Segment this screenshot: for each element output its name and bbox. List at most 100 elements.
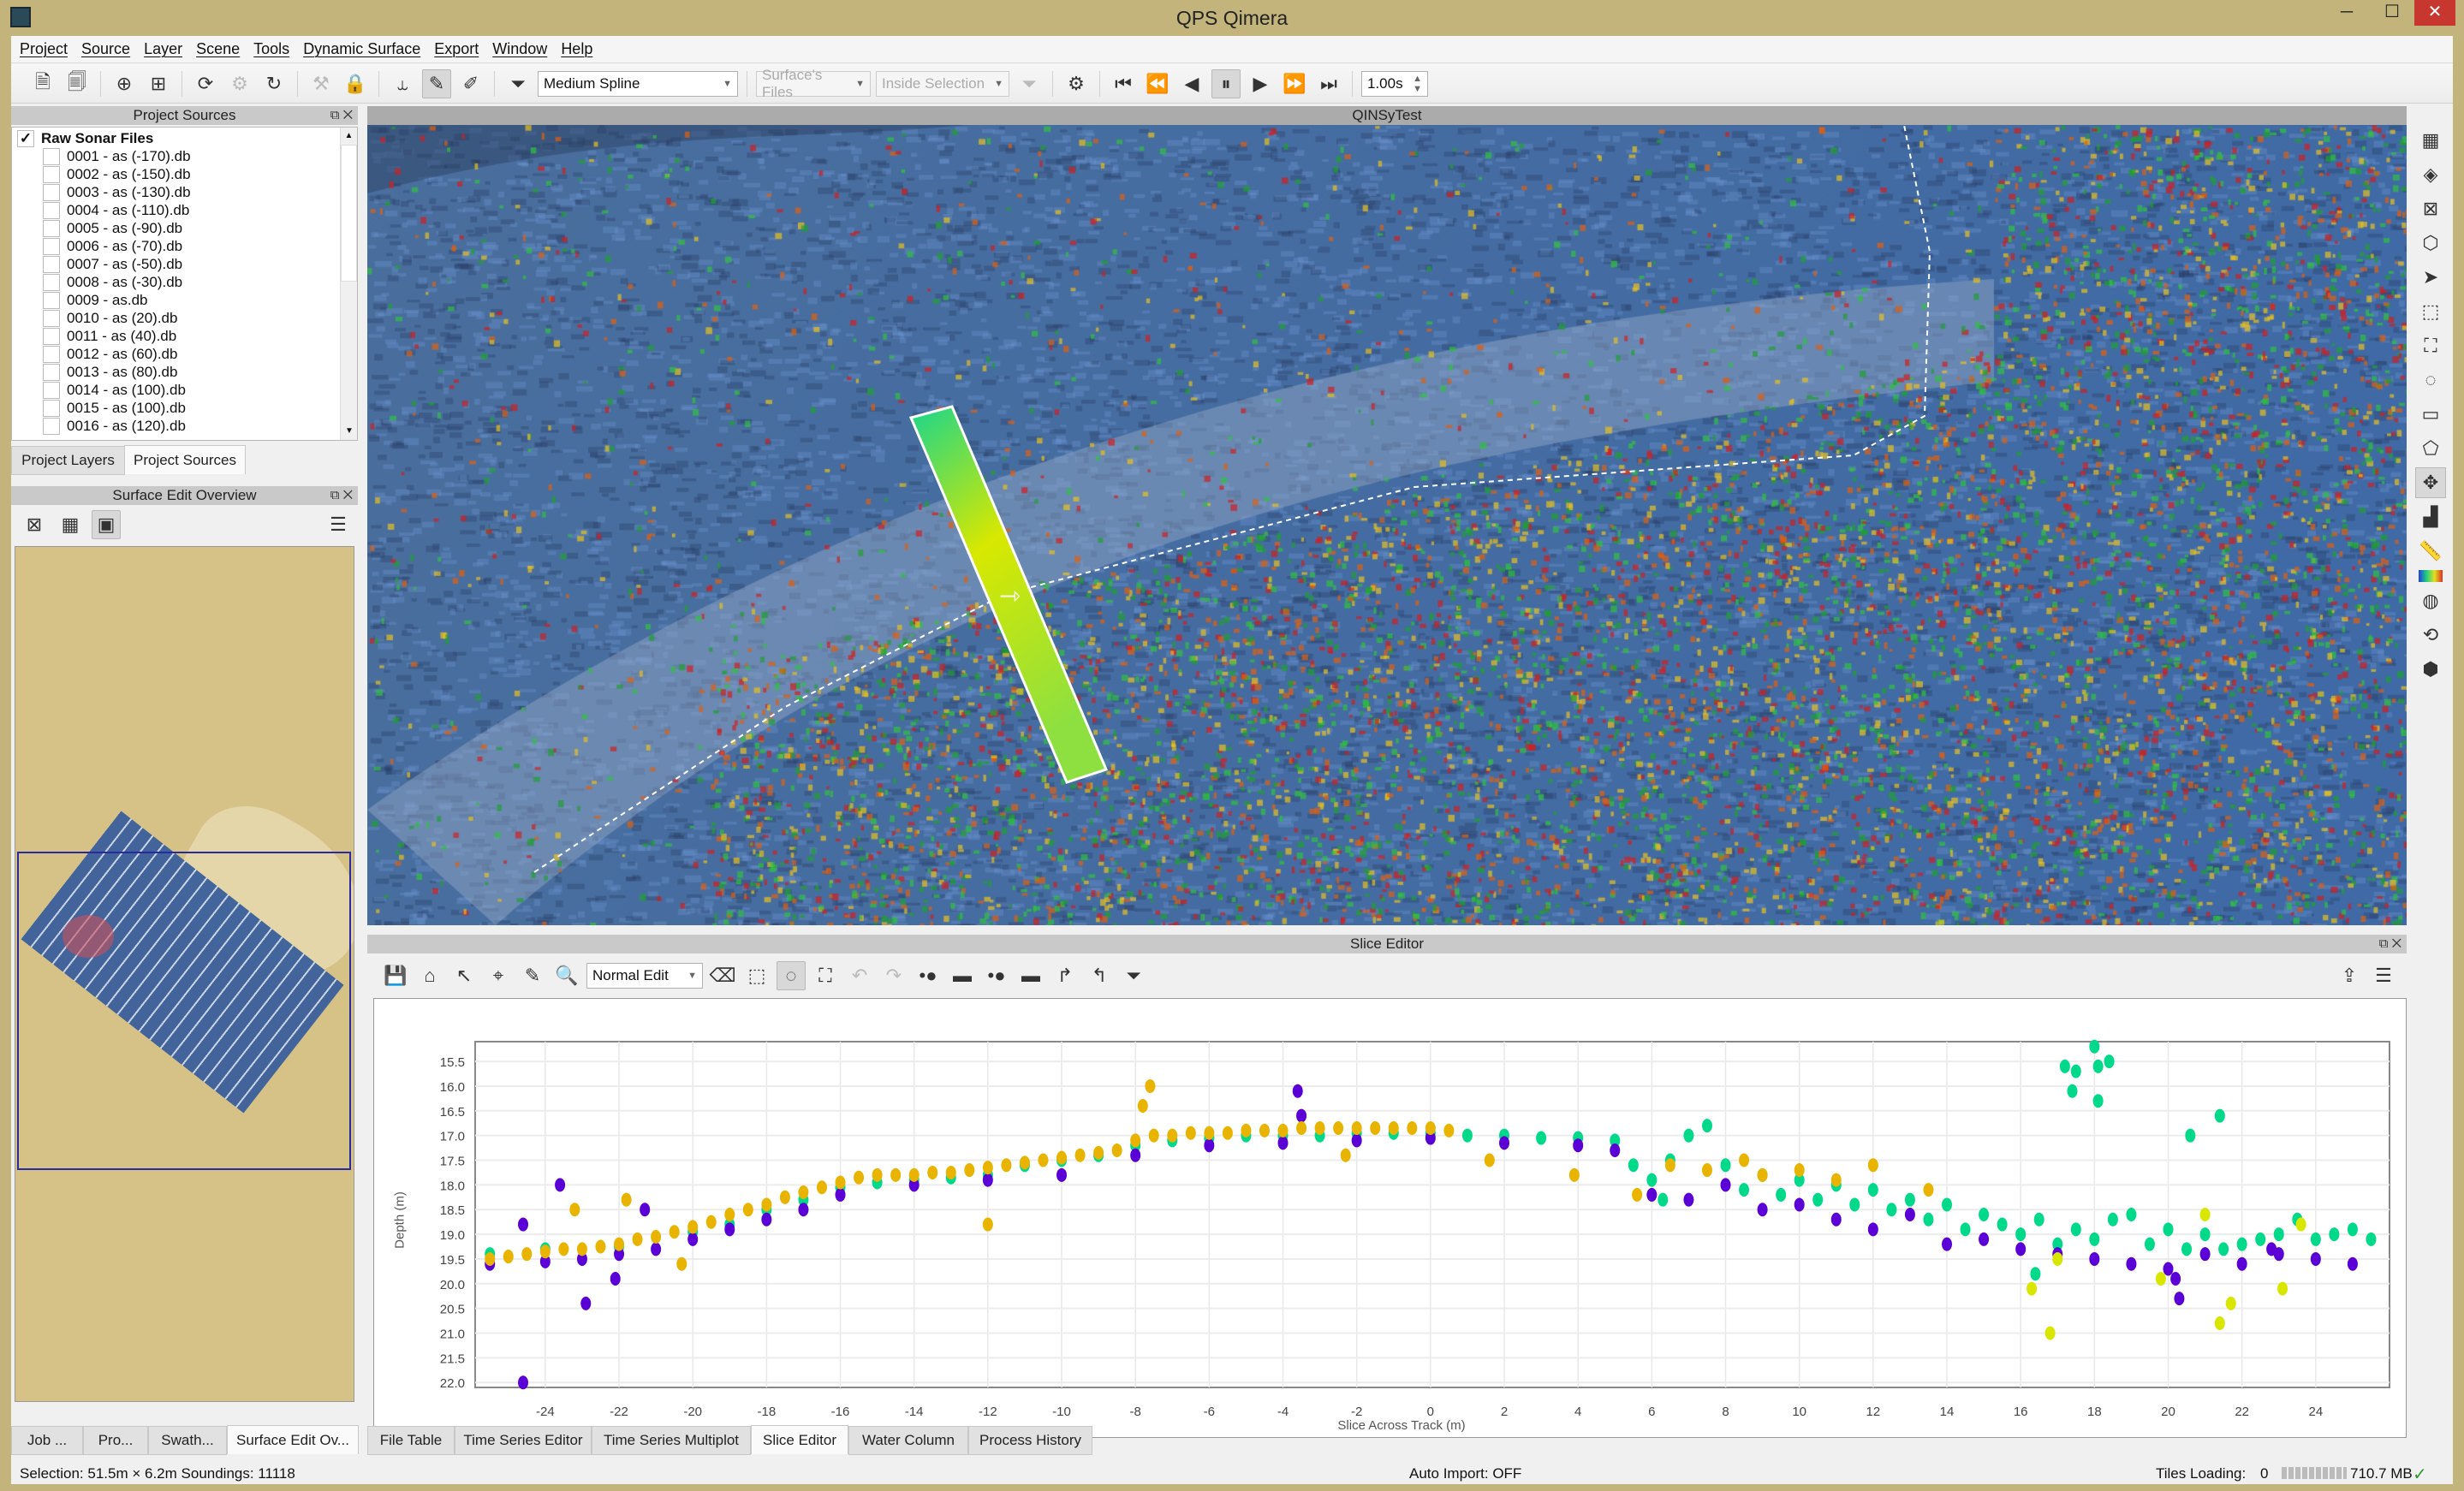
polygon-select-icon[interactable]: ⬠ <box>2422 437 2439 459</box>
menu-source[interactable]: Source <box>81 40 131 57</box>
file-checkbox[interactable] <box>43 399 60 417</box>
play-icon[interactable]: ▶ <box>1253 72 1268 94</box>
color-by-icon[interactable]: ▬ <box>953 965 972 986</box>
overview-map[interactable] <box>15 546 354 1402</box>
file-checkbox[interactable] <box>43 273 60 291</box>
file-list-item[interactable]: 0010 - as (20).db <box>12 309 357 327</box>
crosshair-icon[interactable]: ⌖ <box>492 965 504 986</box>
file-checkbox[interactable] <box>43 363 60 381</box>
point-size-2-icon[interactable]: •● <box>987 965 1006 986</box>
skip-start-icon[interactable]: ⏮ <box>1115 72 1132 94</box>
scroll-thumb[interactable] <box>341 145 357 282</box>
swath-edit-icon[interactable]: ⚒ <box>312 72 330 94</box>
grid-icon[interactable]: ▦ <box>2421 129 2440 151</box>
fast-forward-icon[interactable]: ⏩ <box>1283 72 1306 94</box>
open-project-icon[interactable]: 🗐 <box>68 70 86 92</box>
tree-group-raw-sonar-files[interactable]: ✓ Raw Sonar Files <box>12 129 357 147</box>
slice-selection-box[interactable] <box>908 405 1109 784</box>
rect-select-icon[interactable]: ⬚ <box>2421 300 2440 322</box>
file-list-item[interactable]: 0003 - as (-130).db <box>12 183 357 201</box>
file-checkbox[interactable] <box>43 147 60 165</box>
file-list-item[interactable]: 0012 - as (60).db <box>12 345 357 363</box>
tab-surface-edit-overview[interactable]: Surface Edit Ov... <box>227 1425 359 1454</box>
rotate-icon[interactable]: ⟲ <box>2422 624 2439 645</box>
3d-cube-icon[interactable]: ⬢ <box>2422 658 2439 680</box>
point-size-icon[interactable]: •● <box>919 965 937 986</box>
selection-scope-select[interactable]: Inside Selection ▼ <box>876 70 1009 97</box>
file-list-item[interactable]: 0006 - as (-70).db <box>12 237 357 255</box>
layers-icon[interactable]: ◈ <box>2423 163 2438 185</box>
menu-export[interactable]: Export <box>434 40 479 57</box>
file-checkbox[interactable] <box>43 291 60 309</box>
minimize-button[interactable]: ─ <box>2340 3 2354 21</box>
float-close-icons[interactable]: ⧉ ✕ <box>330 488 353 502</box>
eraser-icon[interactable]: ⌫ <box>709 965 736 986</box>
turn-left-icon[interactable]: ↰ <box>1091 965 1108 986</box>
file-list-item[interactable]: 0011 - as (40).db <box>12 327 357 345</box>
tab-swath[interactable]: Swath... <box>148 1426 227 1455</box>
float-close-icons[interactable]: ⧉ ✕ <box>2378 936 2402 951</box>
zoom-extents-icon[interactable]: ⊠ <box>2422 198 2439 219</box>
tab-project-layers[interactable]: Project Layers <box>11 446 125 475</box>
edit-mode-select[interactable]: Normal Edit ▼ <box>586 963 703 989</box>
spinner-arrows-icon[interactable]: ▲ ▼ <box>1413 73 1422 94</box>
settings-gear-icon[interactable]: ⚙ <box>1068 72 1085 94</box>
file-list-item[interactable]: 0013 - as (80).db <box>12 363 357 381</box>
file-checkbox[interactable] <box>43 417 60 435</box>
profile-select-icon[interactable]: ▭ <box>2421 403 2440 425</box>
cube-icon[interactable]: ⬡ <box>2422 232 2439 253</box>
undo-icon[interactable]: ↶ <box>851 965 868 986</box>
tab-time-series-editor[interactable]: Time Series Editor <box>455 1426 592 1455</box>
ruler-icon[interactable]: 📏 <box>2419 540 2443 561</box>
file-list-item[interactable]: 0016 - as (120).db <box>12 417 357 435</box>
file-list-item[interactable]: 0005 - as (-90).db <box>12 219 357 237</box>
menu-tools[interactable]: Tools <box>253 40 290 57</box>
file-list-item[interactable]: 0007 - as (-50).db <box>12 255 357 273</box>
file-list-item[interactable]: 0014 - as (100).db <box>12 381 357 399</box>
zoom-icon[interactable]: 🔍 <box>555 965 579 986</box>
float-close-icons[interactable]: ⧉ ✕ <box>330 108 353 122</box>
group-checkbox[interactable]: ✓ <box>17 129 34 147</box>
file-checkbox[interactable] <box>43 327 60 345</box>
tab-project-sources[interactable]: Project Sources <box>124 445 246 474</box>
export-icon[interactable]: ⇪ <box>2341 965 2358 986</box>
skip-end-icon[interactable]: ⏭ <box>1320 72 1337 94</box>
file-checkbox[interactable] <box>43 309 60 327</box>
file-scope-select[interactable]: Surface's Files ▼ <box>756 67 871 100</box>
import-icon[interactable]: ⟳ <box>197 72 214 94</box>
tile-view-icon[interactable]: ▣ <box>92 510 121 539</box>
lasso-reject-icon[interactable]: ◌ <box>777 961 806 990</box>
menu-dynamic-surface[interactable]: Dynamic Surface <box>303 40 421 57</box>
turn-right-icon[interactable]: ↱ <box>1056 965 1074 986</box>
scroll-up-icon[interactable]: ▲ <box>344 131 354 140</box>
filter-icon[interactable]: ⏷ <box>510 72 526 94</box>
apply-filter-icon[interactable]: ⏷ <box>1021 72 1037 94</box>
file-list-item[interactable]: 0008 - as (-30).db <box>12 273 357 291</box>
file-checkbox[interactable] <box>43 201 60 219</box>
add-surface-icon[interactable]: ⊕ <box>116 72 133 94</box>
slice-chart[interactable]: -24 -22 -20 -18 -16 -14 -12 -10 -8 -6 -4 -2 0 2 4 6 8 10 1… <box>373 998 2407 1438</box>
zoom-extents-icon[interactable]: ⊠ <box>26 514 43 535</box>
file-checkbox[interactable] <box>43 255 60 273</box>
globe-icon[interactable]: ◍ <box>2422 590 2439 611</box>
filter-icon[interactable]: ⏷ <box>1126 965 1141 986</box>
overview-options-icon[interactable]: ☰ <box>330 514 347 535</box>
brush-reject-icon[interactable]: ⛶ <box>818 965 832 986</box>
free-select-icon[interactable]: ⛶ <box>2424 335 2437 356</box>
add-raw-files-icon[interactable]: ⊞ <box>150 72 167 94</box>
refresh-icon[interactable]: ↻ <box>265 72 283 94</box>
close-button[interactable]: ✕ <box>2414 0 2455 26</box>
scroll-down-icon[interactable]: ▼ <box>345 426 354 436</box>
slice-edit-icon[interactable]: ✎ <box>422 68 451 98</box>
surface-edit-icon[interactable]: ✐ <box>462 72 479 94</box>
sonar-edit-icon[interactable]: ⥿ <box>396 72 408 94</box>
file-list-item[interactable]: 0015 - as (100).db <box>12 399 357 417</box>
surface-filter-select[interactable]: Medium Spline ▼ <box>538 70 738 97</box>
slice-chart-svg[interactable]: -24 -22 -20 -18 -16 -14 -12 -10 -8 -6 -4 -2 0 2 4 6 8 10 1… <box>374 999 2407 1439</box>
file-list-item[interactable]: 0004 - as (-110).db <box>12 201 357 219</box>
home-icon[interactable]: ⌂ <box>424 965 436 986</box>
tab-time-series-multiplot[interactable]: Time Series Multiplot <box>592 1426 751 1455</box>
grid-view-icon[interactable]: ▦ <box>61 514 80 535</box>
menu-project[interactable]: Project <box>20 40 68 57</box>
color-by-2-icon[interactable]: ▬ <box>1021 965 1040 986</box>
